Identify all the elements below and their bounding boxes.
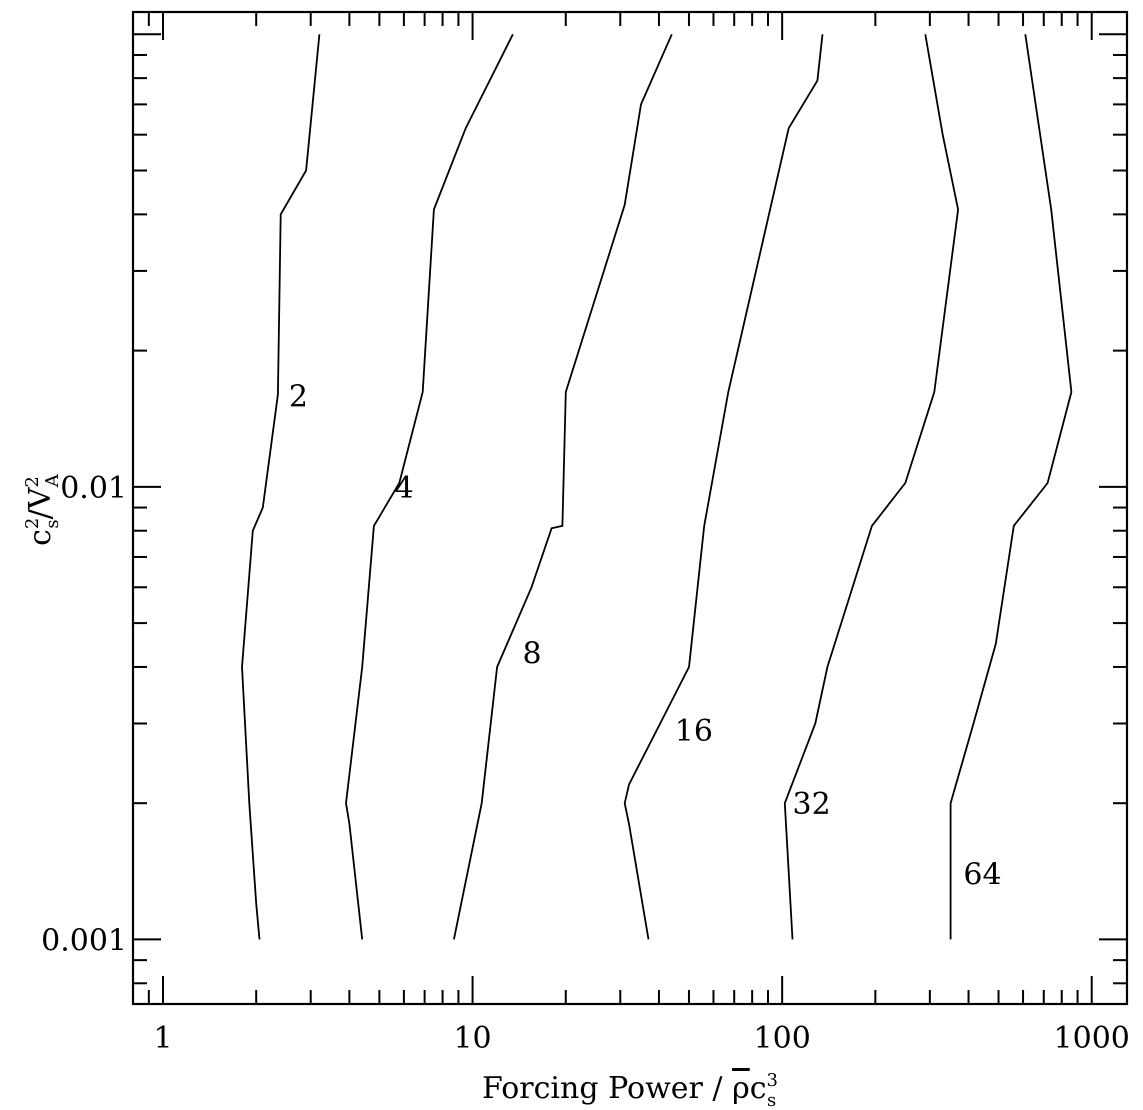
contour-line-64 (949, 34, 1073, 940)
contour-label-8: 8 (523, 637, 542, 672)
x-tick-label: 100 (754, 1021, 811, 1056)
axis-ticks (132, 12, 1127, 1004)
contour-labels: 2 4 8 16 32 64 (289, 380, 1002, 893)
y-tick-label: 0.001 (41, 923, 127, 958)
contour-line-16 (623, 34, 824, 940)
contour-label-32: 32 (792, 787, 830, 822)
contour-line-2 (241, 34, 321, 940)
x-tick-label: 1000 (1054, 1021, 1130, 1056)
contour-line-4 (345, 33, 514, 940)
contour-line-8 (453, 33, 673, 940)
x-tick-label: 1 (153, 1021, 172, 1056)
x-tick-label: 10 (453, 1021, 491, 1056)
contour-label-64: 64 (963, 857, 1001, 892)
contour-label-4: 4 (395, 471, 414, 506)
plot-frame (131, 10, 1129, 1006)
contour-label-2: 2 (289, 380, 308, 415)
contour-label-16: 16 (675, 714, 713, 749)
contour-lines (241, 33, 1073, 940)
x-axis-label: Forcing Power / ρc3 s (482, 1070, 778, 1110)
tick-labels: 1 10 100 1000 0.001 0.01 (41, 471, 1130, 1056)
contour-line-32 (783, 34, 960, 940)
y-axis-label: c2s/V2A (22, 473, 63, 546)
y-tick-label: 0.01 (60, 471, 127, 506)
